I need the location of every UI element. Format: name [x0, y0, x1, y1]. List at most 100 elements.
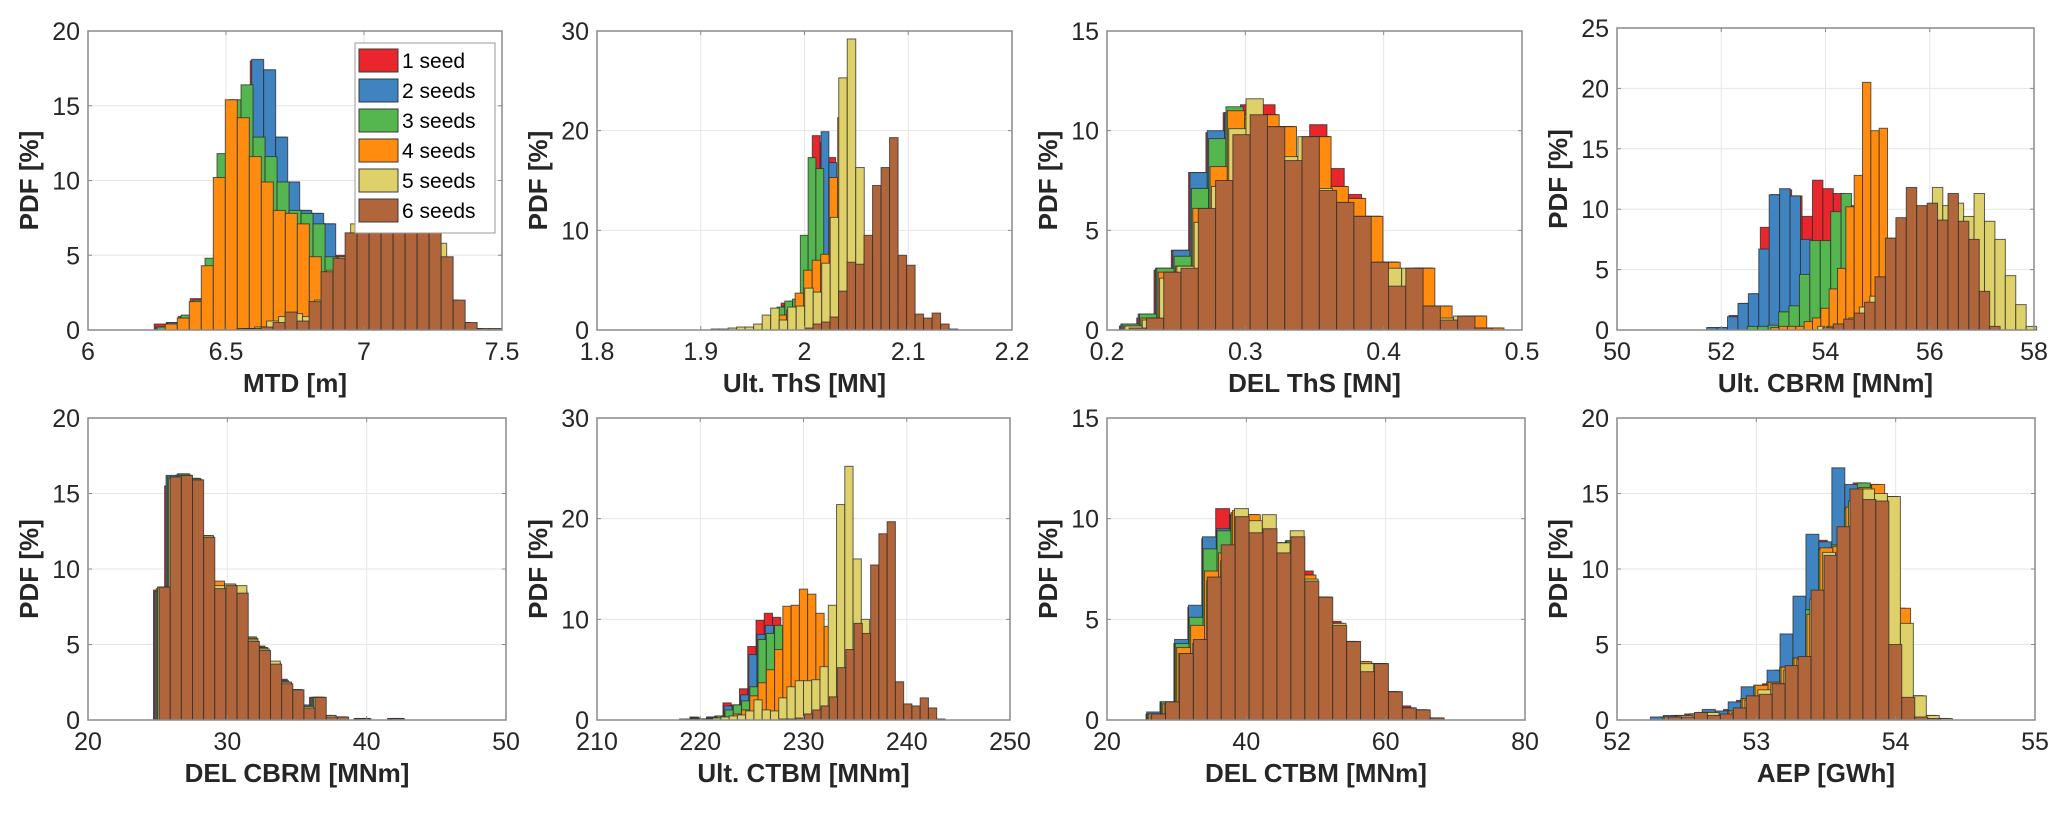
y-tick-label: 30 [561, 18, 589, 46]
histogram-bar [911, 705, 921, 721]
y-axis-label: PDF [%] [523, 519, 553, 619]
histogram-bar [1809, 240, 1821, 331]
histogram-bar [846, 261, 857, 331]
histogram-bar [296, 320, 310, 331]
legend-swatch [358, 198, 399, 223]
histogram-bar [180, 474, 194, 721]
histogram-bar [1758, 248, 1770, 331]
panel-ult-cbrm: 50 52 54 56 58 0 5 10 15 20 25 Ult. CBRM [MNm] PDF [… [1543, 15, 2048, 398]
histogram-bar [1719, 713, 1734, 721]
histogram-bar [1266, 126, 1286, 331]
histogram-bar [794, 680, 804, 721]
y-tick-label: 0 [575, 317, 589, 345]
x-tick-label: 30 [213, 728, 241, 756]
histogram-bar [428, 224, 442, 331]
y-tick-label: 10 [52, 556, 80, 584]
histogram-bar [1232, 134, 1251, 331]
histogram-bar [872, 184, 882, 331]
histogram-bar [821, 321, 831, 331]
histogram-bar [889, 137, 899, 331]
panel-ult-ths: 1.8 1.9 2 2.1 2.2 0 10 20 30 Ult. ThS [MN] PDF [%] [523, 18, 1029, 398]
histogram-bar [753, 323, 763, 331]
legend: 1 seed 2 seeds 3 seeds 4 seeds 5 seeds 6 seed… [354, 42, 496, 234]
histogram-bar [2015, 304, 2027, 331]
histogram-bar [786, 686, 796, 721]
histogram-bar [281, 683, 294, 721]
histogram-bar [1895, 217, 1907, 331]
histogram-bar [1737, 302, 1749, 331]
histogram-bar [1978, 290, 1991, 331]
histogram-bar [761, 709, 771, 721]
histogram-bar [1845, 206, 1855, 331]
legend-entry-label: 6 seeds [402, 200, 476, 223]
histogram-bar [787, 306, 797, 331]
histogram-bar [1832, 323, 1845, 331]
histogram-bar [169, 476, 182, 721]
y-tick-label: 10 [1581, 196, 1609, 224]
histogram-bar [812, 709, 822, 721]
histogram-bar [1301, 136, 1320, 331]
histogram-bar [812, 323, 823, 331]
y-tick-label: 15 [52, 481, 80, 509]
histogram-bar [820, 705, 830, 721]
y-tick-label: 0 [1595, 707, 1609, 735]
histogram-bar [236, 592, 249, 721]
histogram-bar [464, 322, 478, 331]
histogram-bar [2004, 275, 2017, 331]
histogram-bar [176, 317, 190, 331]
histogram-bar [1836, 526, 1851, 721]
histogram-bar [931, 312, 942, 331]
histogram-bar [923, 317, 933, 331]
histogram-bar [903, 703, 913, 721]
y-tick-label: 5 [1595, 632, 1609, 660]
x-tick-label: 7 [357, 338, 371, 366]
x-tick-label: 54 [1812, 338, 1840, 366]
histogram-bar [1401, 707, 1417, 721]
histogram-bar [795, 305, 806, 331]
panel-del-ctbm: 20 40 60 80 0 5 10 15 DEL CTBM [MNm] PDF [%] [1033, 405, 1539, 788]
histogram-bar [1864, 301, 1876, 331]
histogram-bar [870, 564, 880, 721]
histogram-bar [1784, 665, 1799, 721]
histogram-bar [1968, 238, 1980, 331]
histogram-bar [906, 264, 916, 331]
histogram-bar [940, 323, 950, 331]
histogram-bar [1165, 701, 1180, 721]
y-axis-label: PDF [%] [1033, 519, 1063, 619]
x-tick-label: 40 [353, 728, 381, 756]
y-axis-label: PDF [%] [1033, 131, 1063, 231]
x-tick-label: 250 [989, 728, 1031, 756]
x-tick-label: 0.2 [1090, 338, 1125, 366]
histogram-bar [284, 311, 298, 331]
histogram-bar [272, 322, 286, 331]
histogram-bar [821, 262, 831, 331]
x-tick-label: 0.4 [1366, 338, 1401, 366]
histogram-bar [224, 99, 238, 331]
panel-ult-ctbm: 210 220 230 240 250 0 10 20 30 Ult. CTBM [MNm] PDF… [523, 405, 1031, 788]
histogram-bar [158, 586, 171, 721]
histogram-bar [837, 667, 847, 721]
histogram-bar [440, 256, 454, 331]
histogram-bar [845, 649, 855, 721]
histogram-bar [1823, 554, 1838, 721]
y-tick-label: 10 [1581, 556, 1609, 584]
histogram-bar [828, 696, 839, 721]
x-tick-label: 80 [1511, 728, 1539, 756]
y-tick-label: 30 [561, 405, 589, 433]
histogram-bar [853, 622, 863, 721]
x-axis-label: Ult. CTBM [MNm] [697, 758, 909, 788]
histogram-bar [761, 314, 772, 331]
y-tick-label: 20 [1581, 75, 1609, 103]
axes-frame [1106, 30, 1523, 331]
y-axis-label: PDF [%] [1543, 129, 1573, 229]
y-tick-label: 20 [561, 118, 589, 146]
histogram-bar [164, 323, 178, 331]
histogram-bar [1905, 186, 1918, 331]
legend-entry-label: 5 seeds [402, 170, 476, 193]
histogram-bar [1862, 499, 1877, 721]
x-tick-label: 230 [783, 728, 825, 756]
y-tick-label: 10 [1071, 506, 1099, 534]
histogram-bar [1192, 638, 1208, 721]
legend-entry-label: 3 seeds [402, 110, 476, 133]
x-tick-label: 0.3 [1228, 338, 1263, 366]
